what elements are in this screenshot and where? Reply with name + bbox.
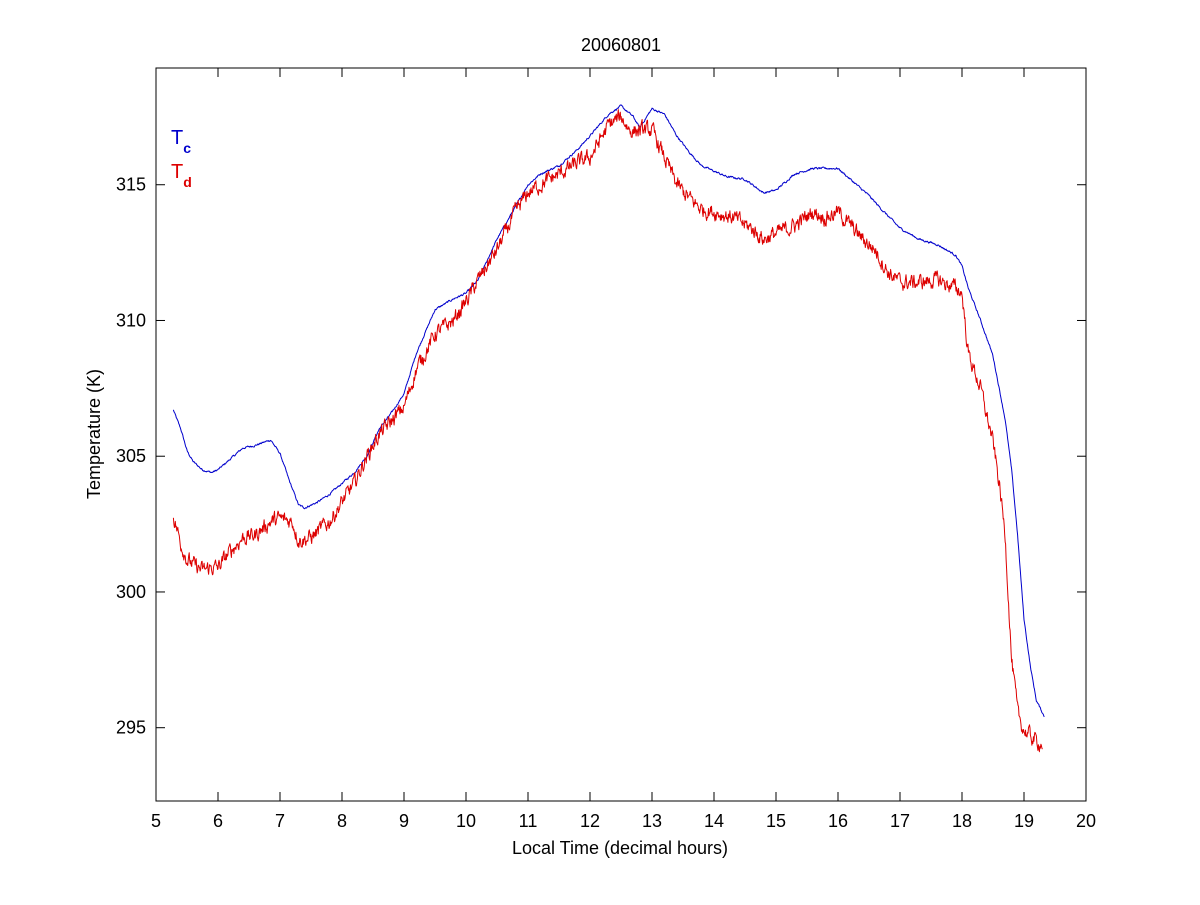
x-tick-label: 11: [519, 811, 538, 831]
x-tick-label: 19: [1014, 811, 1034, 831]
legend-entry-td: Td: [171, 161, 192, 190]
legend-entry-td-subscript: d: [183, 174, 192, 190]
series-line-td: [172, 109, 1043, 753]
y-tick-label: 315: [116, 175, 146, 195]
x-tick-label: 17: [890, 811, 910, 831]
legend-entry-tc: Tc: [171, 127, 191, 156]
legend-entry-td-symbol: T: [171, 161, 183, 183]
x-tick-label: 20: [1076, 811, 1096, 831]
x-tick-label: 15: [766, 811, 786, 831]
plot-frame: [155, 67, 1087, 802]
x-tick-label: 10: [456, 811, 476, 831]
series-layer: [172, 104, 1045, 753]
legend: Tc Td: [171, 127, 192, 190]
x-tick-label: 13: [642, 811, 662, 831]
x-tick-label: 16: [828, 811, 848, 831]
x-tick-label: 9: [399, 811, 409, 831]
legend-entry-tc-symbol: T: [171, 127, 183, 149]
x-axis: 5 6 7 8 9 10 11 12 13 14 15 16 17 18 19 20: [151, 68, 1096, 831]
x-tick-label: 5: [151, 811, 161, 831]
y-tick-label: 305: [116, 446, 146, 466]
y-axis: 295 300 305 310 315: [116, 175, 1086, 738]
y-axis-label: Temperature (K): [84, 369, 104, 499]
x-tick-label: 14: [704, 811, 724, 831]
chart-title: 20060801: [581, 35, 661, 55]
x-tick-label: 12: [580, 811, 600, 831]
y-tick-label: 295: [116, 718, 146, 738]
series-line-tc: [172, 104, 1045, 718]
y-tick-label: 300: [116, 582, 146, 602]
x-tick-label: 8: [337, 811, 347, 831]
y-tick-label: 310: [116, 310, 146, 330]
x-tick-label: 6: [213, 811, 223, 831]
x-axis-label: Local Time (decimal hours): [512, 838, 728, 858]
x-tick-label: 7: [275, 811, 285, 831]
legend-entry-tc-subscript: c: [183, 140, 191, 156]
x-tick-label: 18: [952, 811, 972, 831]
